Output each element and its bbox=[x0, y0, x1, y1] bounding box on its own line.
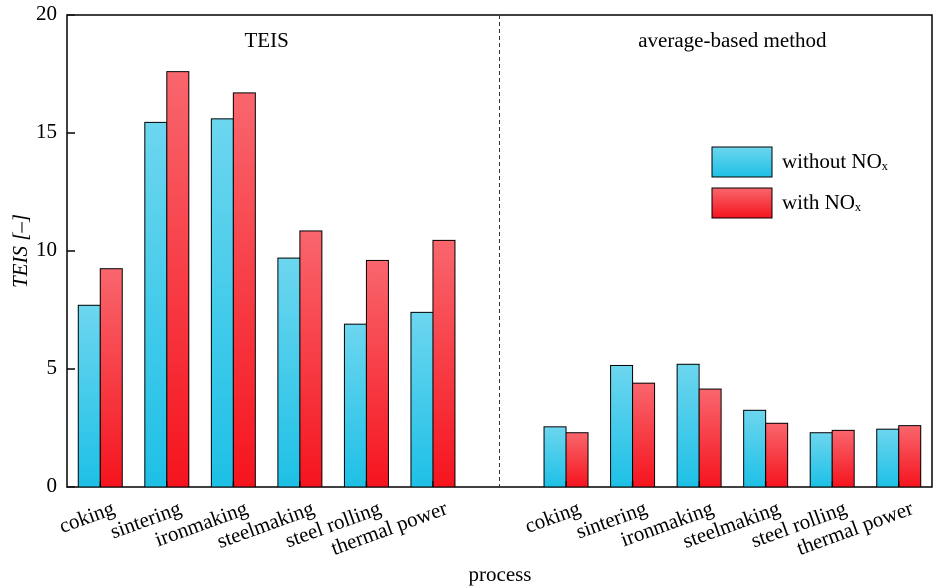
y-tick-label: 20 bbox=[36, 1, 57, 25]
x-tick-label: coking bbox=[521, 495, 583, 537]
bar bbox=[343, 323, 367, 488]
bar bbox=[632, 382, 656, 488]
bar bbox=[765, 422, 789, 488]
bar bbox=[809, 432, 833, 488]
bar bbox=[299, 230, 323, 488]
bar bbox=[898, 425, 922, 488]
group-label: TEIS bbox=[244, 28, 288, 52]
y-tick-label: 10 bbox=[36, 237, 57, 261]
x-axis-title: process bbox=[469, 562, 532, 586]
bar bbox=[565, 432, 589, 488]
legend-label: without NOₓ bbox=[782, 149, 889, 173]
bar bbox=[410, 311, 434, 488]
bar bbox=[676, 363, 700, 488]
bar bbox=[144, 121, 168, 488]
bar bbox=[831, 429, 855, 488]
bar bbox=[277, 257, 301, 488]
bar bbox=[610, 364, 634, 488]
bar bbox=[365, 259, 389, 488]
y-axis-title: TEIS [–] bbox=[8, 214, 32, 288]
bar bbox=[698, 388, 722, 488]
bar bbox=[210, 118, 234, 488]
y-tick-label: 0 bbox=[47, 473, 58, 497]
bar bbox=[543, 426, 567, 488]
bar bbox=[232, 92, 256, 488]
group-label: average-based method bbox=[638, 28, 827, 52]
y-tick-label: 5 bbox=[47, 355, 58, 379]
bar bbox=[876, 428, 900, 488]
x-tick-label: coking bbox=[56, 495, 118, 537]
bar bbox=[166, 71, 190, 488]
bar bbox=[743, 409, 767, 488]
y-tick-label: 15 bbox=[36, 119, 57, 143]
legend-label: with NOₓ bbox=[782, 190, 862, 214]
bar bbox=[432, 239, 456, 488]
bar bbox=[77, 304, 101, 488]
bar bbox=[99, 268, 123, 488]
legend-swatch bbox=[711, 146, 773, 178]
legend-swatch bbox=[711, 187, 773, 219]
